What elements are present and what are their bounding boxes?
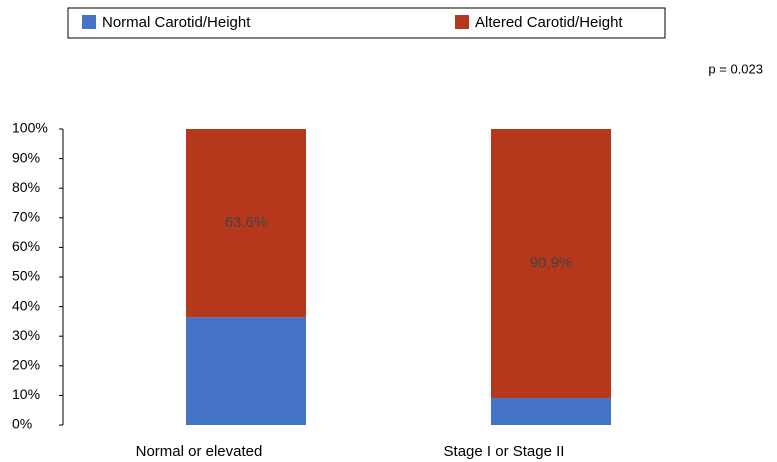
bar-segment [491, 398, 611, 425]
y-tick-label: 90% [12, 149, 40, 165]
bar-segment [186, 129, 306, 318]
y-tick-label: 20% [12, 357, 40, 373]
y-tick-label: 50% [12, 268, 40, 284]
y-tick-label: 0% [12, 416, 32, 432]
bar-segment [491, 129, 611, 399]
bar-segment [186, 317, 306, 425]
y-tick-label: 40% [12, 297, 40, 313]
legend-label: Altered Carotid/Height [475, 14, 623, 31]
value-label: 63.6% [225, 214, 268, 231]
y-tick-label: 60% [12, 238, 40, 254]
y-tick-label: 30% [12, 327, 40, 343]
legend-swatch [455, 15, 469, 29]
legend-box [67, 7, 666, 39]
y-tick-label: 100% [12, 120, 48, 136]
y-tick-label: 70% [12, 209, 40, 225]
legend-swatch [82, 15, 96, 29]
value-label: 90.9% [530, 255, 573, 272]
y-tick-label: 80% [12, 179, 40, 195]
x-tick-label: Normal or elevated [136, 443, 263, 460]
x-tick-label: Stage I or Stage II [444, 443, 565, 460]
y-tick-label: 10% [12, 386, 40, 402]
annotation: p = 0.023 [708, 61, 763, 76]
legend-label: Normal Carotid/Height [102, 14, 251, 31]
